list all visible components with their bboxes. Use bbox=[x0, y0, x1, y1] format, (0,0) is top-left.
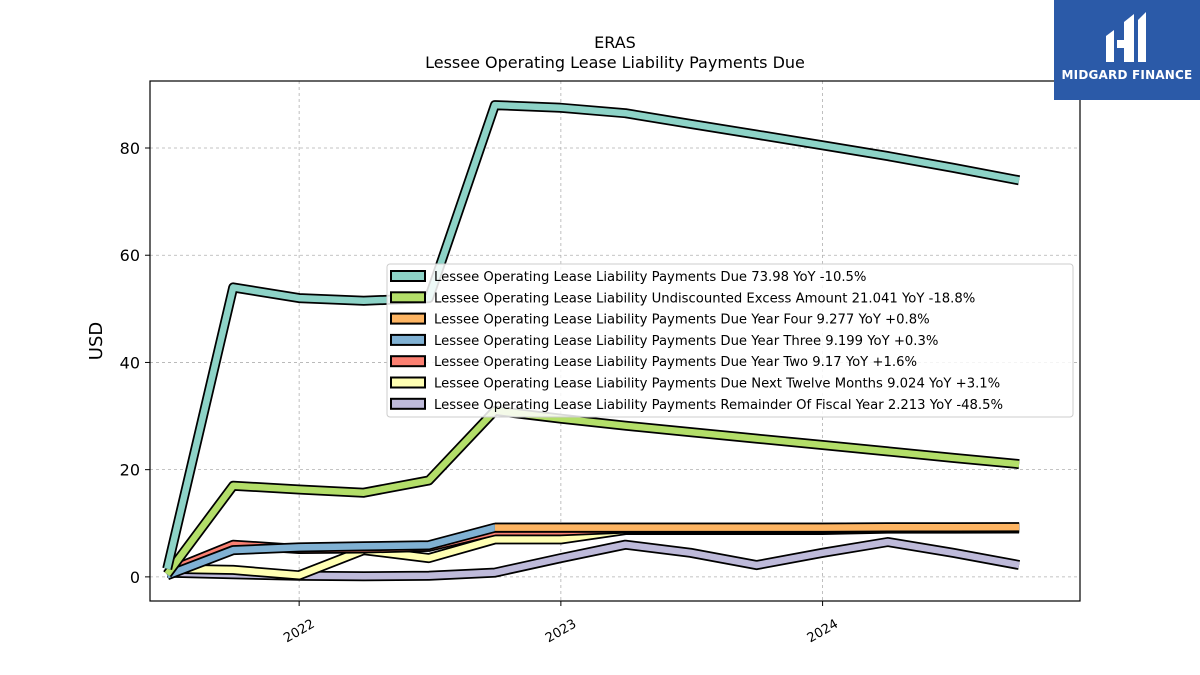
legend-swatch bbox=[390, 333, 426, 346]
legend-swatch bbox=[390, 291, 426, 304]
legend-entry-label: Lessee Operating Lease Liability Payment… bbox=[434, 313, 930, 328]
legend-entry-label: Lessee Operating Lease Liability Payment… bbox=[434, 270, 866, 285]
x-tick-label: 2023 bbox=[543, 617, 579, 647]
legend-swatch bbox=[390, 397, 426, 410]
series-line bbox=[494, 523, 1020, 531]
legend-entry-label: Lessee Operating Lease Liability Payment… bbox=[434, 377, 1000, 392]
series-line bbox=[164, 407, 1020, 577]
chart-title: ERAS bbox=[594, 33, 636, 52]
legend-swatch bbox=[390, 312, 426, 325]
series-line bbox=[164, 101, 1020, 570]
brand-logo: MIDGARD FINANCE bbox=[1054, 0, 1200, 100]
legend-entry-label: Lessee Operating Lease Liability Undisco… bbox=[434, 291, 975, 306]
legend-entry-label: Lessee Operating Lease Liability Payment… bbox=[434, 398, 1003, 413]
legend-entry-label: Lessee Operating Lease Liability Payment… bbox=[434, 334, 938, 349]
y-axis-label: USD bbox=[86, 322, 107, 360]
legend-swatch bbox=[390, 270, 426, 282]
legend-swatch bbox=[390, 355, 426, 368]
logo-mark-icon bbox=[1106, 12, 1146, 62]
legend-swatch bbox=[390, 376, 426, 389]
legend-entry-label: Lessee Operating Lease Liability Payment… bbox=[434, 355, 917, 370]
x-tick-label: 2024 bbox=[805, 617, 841, 647]
y-tick-label: 20 bbox=[120, 461, 140, 480]
logo-text: MIDGARD FINANCE bbox=[1061, 68, 1193, 82]
x-tick-label: 2022 bbox=[281, 617, 317, 647]
chart-subtitle: Lessee Operating Lease Liability Payment… bbox=[425, 53, 805, 72]
y-tick-label: 60 bbox=[120, 246, 140, 265]
y-tick-label: 40 bbox=[120, 353, 140, 372]
legend-box bbox=[386, 263, 1074, 418]
y-tick-label: 80 bbox=[120, 139, 140, 158]
y-tick-label: 0 bbox=[130, 568, 140, 587]
plot-frame bbox=[149, 80, 1081, 602]
